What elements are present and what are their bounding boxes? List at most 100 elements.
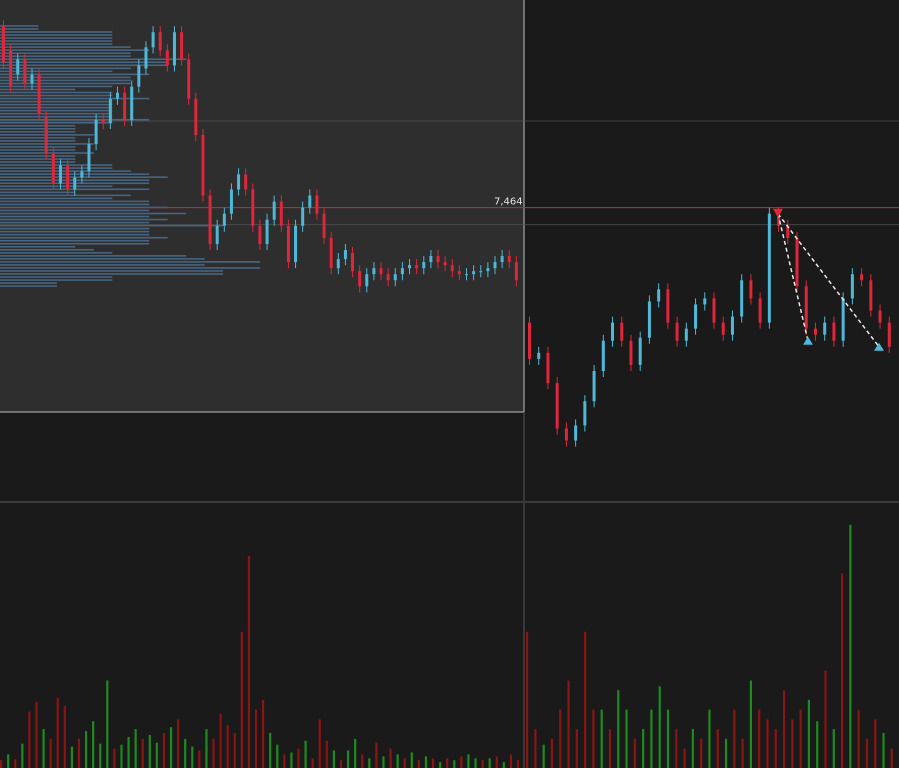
- candle-body: [400, 268, 404, 275]
- profile-bar: [0, 170, 131, 172]
- candle-body: [823, 322, 827, 335]
- volume-bar: [567, 680, 570, 768]
- volume-bar: [325, 740, 328, 768]
- candle-body: [123, 92, 127, 120]
- profile-bar: [0, 245, 76, 248]
- volume-bar: [283, 754, 286, 768]
- volume-bar: [542, 744, 545, 768]
- profile-bar: [0, 37, 113, 39]
- volume-bar: [516, 760, 520, 768]
- candle-body: [408, 265, 412, 269]
- candle-body: [629, 340, 633, 365]
- candle-body: [187, 59, 191, 99]
- volume-bar: [21, 743, 24, 768]
- volume-bar: [361, 754, 364, 768]
- volume-bar: [782, 690, 786, 768]
- profile-bar: [0, 82, 131, 85]
- profile-bar: [0, 131, 76, 133]
- profile-bar: [0, 218, 168, 221]
- candle-body: [2, 26, 5, 63]
- profile-bar: [0, 276, 113, 278]
- volume-bar: [177, 719, 180, 768]
- candle-body: [101, 119, 105, 123]
- profile-bar: [0, 267, 260, 269]
- candle-body: [777, 213, 781, 226]
- candle-body: [301, 207, 305, 226]
- volume-bar: [874, 719, 877, 768]
- candle-body: [379, 268, 383, 275]
- volume-bar: [488, 758, 491, 768]
- profile-bar: [0, 230, 150, 233]
- volume-bar: [534, 729, 537, 768]
- volume-bar: [219, 713, 222, 768]
- candle-body: [429, 256, 433, 263]
- candle-body: [611, 322, 615, 341]
- profile-bar: [0, 264, 205, 266]
- candle-body: [601, 340, 605, 371]
- trend-drawing[interactable]: [773, 208, 884, 351]
- volume-bar: [633, 738, 636, 768]
- profile-bar: [0, 221, 150, 224]
- volume-bar: [205, 729, 208, 768]
- profile-bar: [0, 115, 113, 118]
- volume-bar: [526, 631, 529, 768]
- candle-body: [675, 322, 679, 341]
- candle-body: [583, 401, 587, 426]
- candle-body: [758, 298, 762, 323]
- profile-bar: [0, 176, 168, 178]
- profile-bar: [0, 261, 260, 263]
- volume-bar: [608, 729, 612, 768]
- volume-bar: [339, 760, 343, 768]
- volume-bar: [49, 738, 52, 768]
- candle-body: [422, 262, 426, 269]
- candle-body: [869, 280, 873, 311]
- candle-body: [666, 289, 670, 323]
- volume-bar: [7, 754, 10, 768]
- candle-body: [730, 316, 734, 335]
- profile-bar: [0, 85, 113, 88]
- profile-bar: [0, 203, 150, 206]
- volume-bar: [816, 721, 819, 768]
- volume-bar: [481, 760, 484, 768]
- profile-bar: [0, 158, 76, 160]
- profile-bar: [0, 25, 39, 27]
- profile-bar: [0, 34, 113, 36]
- volume-bar: [318, 719, 321, 768]
- volume-bar: [807, 699, 811, 768]
- volume-bar: [453, 760, 456, 768]
- volume-bar: [240, 631, 243, 768]
- candle-body: [841, 298, 845, 341]
- volume-bar: [882, 732, 885, 768]
- profile-bar: [0, 118, 150, 121]
- profile-bar: [0, 161, 76, 163]
- candle-body: [194, 98, 198, 136]
- volume-bar: [191, 746, 194, 768]
- candle-body: [712, 298, 716, 323]
- volume-bar: [77, 738, 81, 768]
- candle-body: [749, 280, 753, 299]
- candle-body: [860, 274, 864, 281]
- volume-bar: [502, 762, 505, 768]
- profile-bar: [0, 94, 113, 97]
- profile-bar: [0, 31, 113, 33]
- candle-body: [365, 274, 369, 287]
- candle-body: [386, 274, 390, 281]
- candle-body: [115, 92, 119, 99]
- candle-body: [251, 189, 255, 226]
- volume-bar: [774, 729, 777, 768]
- candle-body: [786, 225, 790, 238]
- profile-bar: [0, 200, 150, 203]
- candle-body: [180, 32, 184, 60]
- profile-bar: [0, 52, 131, 54]
- volume-bar: [99, 743, 102, 768]
- profile-bar: [0, 49, 150, 51]
- profile-bar: [0, 215, 150, 218]
- candle-body: [372, 268, 376, 275]
- profile-bar: [0, 103, 113, 106]
- candle-body: [222, 213, 226, 226]
- candle-body: [151, 32, 155, 48]
- volume-bar: [467, 754, 470, 768]
- candle-body: [887, 322, 891, 347]
